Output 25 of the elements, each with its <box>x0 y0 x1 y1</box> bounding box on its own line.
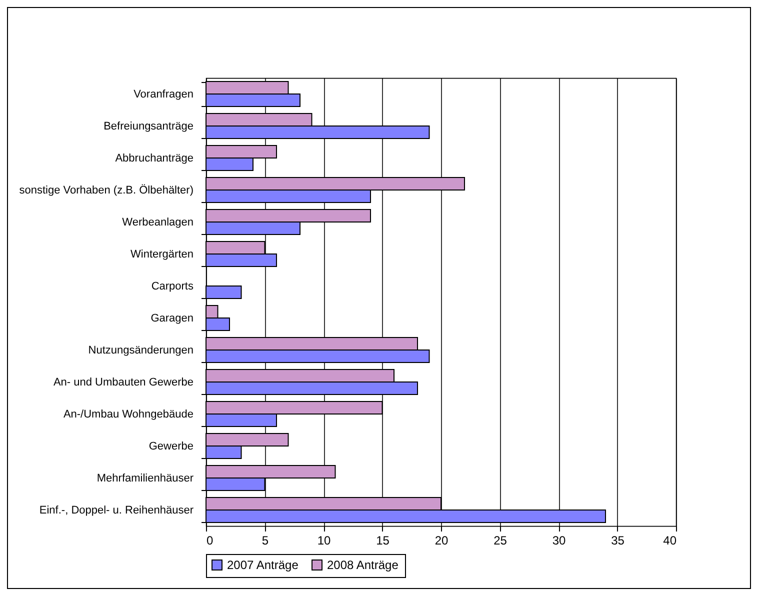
y-tick-label: Werbeanlagen <box>122 216 194 228</box>
y-tick-label: Wintergärten <box>130 248 194 260</box>
x-tick-label: 15 <box>376 534 390 548</box>
x-tick-label: 10 <box>317 534 331 548</box>
x-tick-label: 40 <box>663 534 677 548</box>
y-tick-label: Garagen <box>150 312 194 324</box>
y-tick-label: Einf.-, Doppel- u. Reihenhäuser <box>39 504 194 516</box>
x-tick-label: 0 <box>206 534 214 548</box>
y-tick-label: Befreiungsanträge <box>104 120 194 132</box>
legend-label: 2007 Anträge <box>227 558 299 572</box>
y-tick-label: Carports <box>151 280 194 292</box>
y-tick-label: Nutzungsänderungen <box>88 344 194 356</box>
y-tick-label: Abbruchanträge <box>115 152 194 164</box>
x-tick-label: 25 <box>494 534 508 548</box>
x-tick-label: 35 <box>611 534 625 548</box>
x-tick-label: 5 <box>262 534 269 548</box>
y-tick-label: sonstige Vorhaben (z.B. Ölbehälter) <box>19 184 194 196</box>
y-tick-label: An-/Umbau Wohngebäude <box>63 408 194 420</box>
y-tick-label: Gewerbe <box>148 440 194 452</box>
y-tick-label: Mehrfamilienhäuser <box>96 472 194 484</box>
x-tick-label: 20 <box>434 534 448 548</box>
x-tick-label: 30 <box>552 534 566 548</box>
y-tick-label: Voranfragen <box>134 88 194 100</box>
y-tick-label: An- und Umbauten Gewerbe <box>53 376 194 388</box>
legend-label: 2008 Anträge <box>327 558 399 572</box>
